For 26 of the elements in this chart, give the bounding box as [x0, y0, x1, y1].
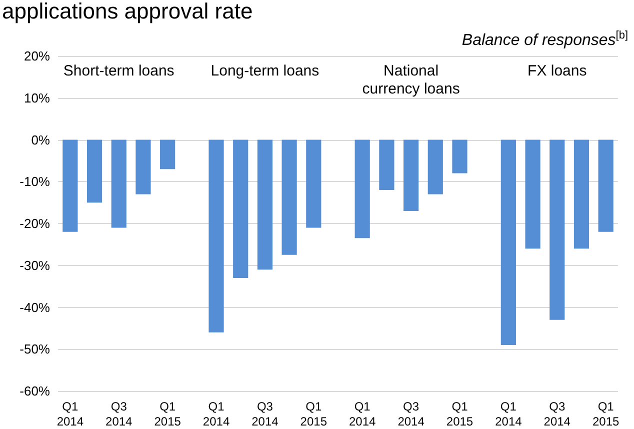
x-tick-label: Q1 2014	[495, 400, 522, 428]
annotation: National currency loans	[362, 62, 460, 98]
x-tick-label: Q3 2014	[398, 400, 425, 428]
x-tick-label: Q3 2014	[544, 400, 571, 428]
annotation: Short-term loans	[63, 62, 174, 80]
x-tick-label: Q1 2015	[300, 400, 328, 428]
y-tick-label: -10%	[20, 174, 50, 190]
x-tick-label: Q1 2015	[446, 400, 474, 428]
y-tick-label: 20%	[24, 48, 50, 64]
x-tick-label: Q3 2014	[252, 400, 279, 428]
x-tick-label: Q3 2014	[106, 400, 133, 428]
x-tick-label: Q1 2014	[202, 400, 230, 428]
y-tick-label: -20%	[20, 216, 50, 231]
y-tick-label: 0%	[31, 132, 50, 148]
x-tick-label: Q1 2015	[154, 400, 182, 428]
x-tick-label: Q1 2014	[348, 400, 376, 428]
y-tick-label: -60%	[20, 384, 50, 398]
y-tick-label: 10%	[24, 90, 50, 106]
x-tick-label: Q1 2014	[56, 400, 84, 428]
chart-title: applications approval rate	[2, 0, 253, 24]
y-tick-label: -50%	[20, 342, 50, 357]
x-tick-label: Q1 2015	[592, 400, 620, 428]
annotation: Long-term loans	[210, 62, 320, 80]
annotation: FX loans	[528, 62, 587, 80]
y-tick-label: -40%	[20, 300, 50, 315]
y-tick-label: -30%	[20, 258, 50, 273]
